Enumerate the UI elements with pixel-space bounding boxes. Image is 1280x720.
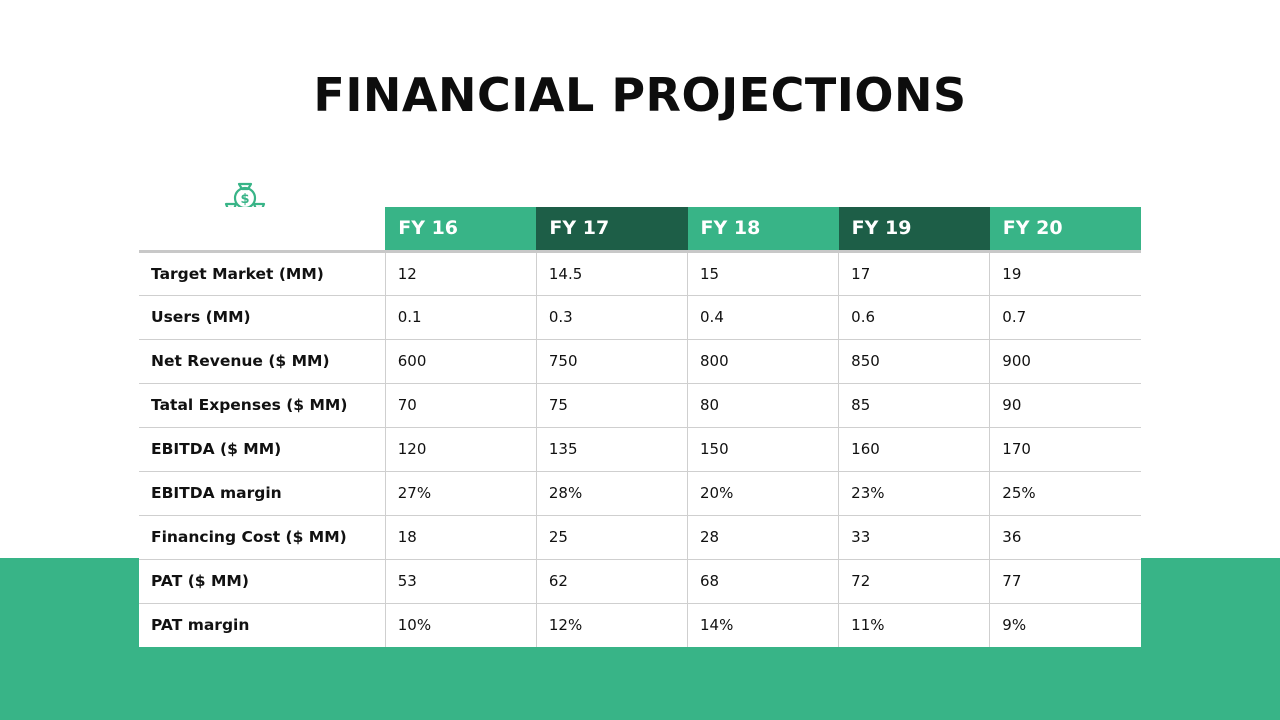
table-cell: 0.3	[535, 295, 688, 340]
row-label: EBITDA margin	[139, 471, 386, 516]
table-cell: 19	[989, 251, 1141, 296]
table-cell: 150	[687, 427, 839, 472]
table-cell: 10%	[384, 603, 537, 647]
row-label: Users (MM)	[139, 295, 386, 340]
table-cell: 70	[384, 383, 537, 428]
table-row: Users (MM) 0.1 0.3 0.4 0.6 0.7	[139, 295, 1141, 340]
row-label: Net Revenue ($ MM)	[139, 339, 386, 384]
row-label: EBITDA ($ MM)	[139, 427, 386, 472]
row-label: Financing Cost ($ MM)	[139, 515, 386, 560]
table-cell: 85	[838, 383, 990, 428]
table-row: EBITDA margin 27% 28% 20% 23% 25%	[139, 471, 1141, 516]
table-cell: 23%	[838, 471, 990, 516]
table-cell: 14.5	[535, 251, 688, 296]
column-header: FY 18	[687, 207, 839, 253]
table-cell: 170	[989, 427, 1141, 472]
column-header: FY 16	[385, 207, 537, 253]
table-cell: 17	[838, 251, 990, 296]
table-cell: 9%	[989, 603, 1141, 647]
row-label: Target Market (MM)	[139, 251, 386, 296]
table-cell: 0.4	[687, 295, 839, 340]
svg-text:$: $	[240, 192, 249, 207]
table-cell: 850	[838, 339, 990, 384]
table-cell: 160	[838, 427, 990, 472]
table-cell: 135	[535, 427, 688, 472]
table-cell: 0.1	[384, 295, 537, 340]
table-cell: 72	[838, 559, 990, 604]
table-corner	[139, 207, 386, 253]
column-header: FY 20	[989, 207, 1141, 253]
table-cell: 36	[989, 515, 1141, 560]
table-cell: 80	[687, 383, 839, 428]
table-cell: 90	[989, 383, 1141, 428]
table-cell: 14%	[687, 603, 839, 647]
row-label: PAT margin	[151, 616, 250, 635]
table-cell: 25%	[989, 471, 1141, 516]
table-cell: 12%	[535, 603, 688, 647]
table-row: PAT ($ MM) 53 62 68 72 77	[139, 559, 1141, 604]
table-cell: 18	[384, 515, 537, 560]
column-header: FY 17	[536, 207, 688, 253]
table-cell: 0.7	[989, 295, 1141, 340]
table-cell: 750	[535, 339, 688, 384]
table-cell: 20%	[687, 471, 839, 516]
table-cell: 62	[535, 559, 688, 604]
table-cell: 68	[687, 559, 839, 604]
column-header: FY 19	[838, 207, 990, 253]
table-cell: 28%	[535, 471, 688, 516]
table-row: Financing Cost ($ MM) 18 25 28 33 36	[139, 515, 1141, 560]
table-cell: 25	[535, 515, 688, 560]
table-row: Net Revenue ($ MM) 600 750 800 850 900	[139, 339, 1141, 384]
table-cell: 12	[384, 251, 537, 296]
row-label: Tatal Expenses ($ MM)	[139, 383, 386, 428]
page-title: FINANCIAL PROJECTIONS	[313, 68, 967, 122]
table-cell: 33	[838, 515, 990, 560]
row-label: PAT ($ MM)	[139, 559, 386, 604]
table-cell: 11%	[838, 603, 990, 647]
table-cell: 0.6	[838, 295, 990, 340]
table-cell: 75	[535, 383, 688, 428]
table-cell: 53	[384, 559, 537, 604]
table-cell: 77	[989, 559, 1141, 604]
table-row: PAT margin 10% 12% 14% 11% 9%	[139, 603, 1141, 647]
table-cell: 800	[687, 339, 839, 384]
table-cell: 120	[384, 427, 537, 472]
table-header-row: FY 16 FY 17 FY 18 FY 19 FY 20	[139, 207, 1141, 253]
table-row: Target Market (MM) 12 14.5 15 17 19	[139, 251, 1141, 296]
table-cell: 27%	[384, 471, 537, 516]
financial-table: FY 16 FY 17 FY 18 FY 19 FY 20 Target Mar…	[139, 207, 1141, 647]
table-cell: 900	[989, 339, 1141, 384]
table-cell: 15	[687, 251, 839, 296]
table-row: EBITDA ($ MM) 120 135 150 160 170	[139, 427, 1141, 472]
table-row: Tatal Expenses ($ MM) 70 75 80 85 90	[139, 383, 1141, 428]
table-cell: 28	[687, 515, 839, 560]
table-cell: 600	[384, 339, 537, 384]
